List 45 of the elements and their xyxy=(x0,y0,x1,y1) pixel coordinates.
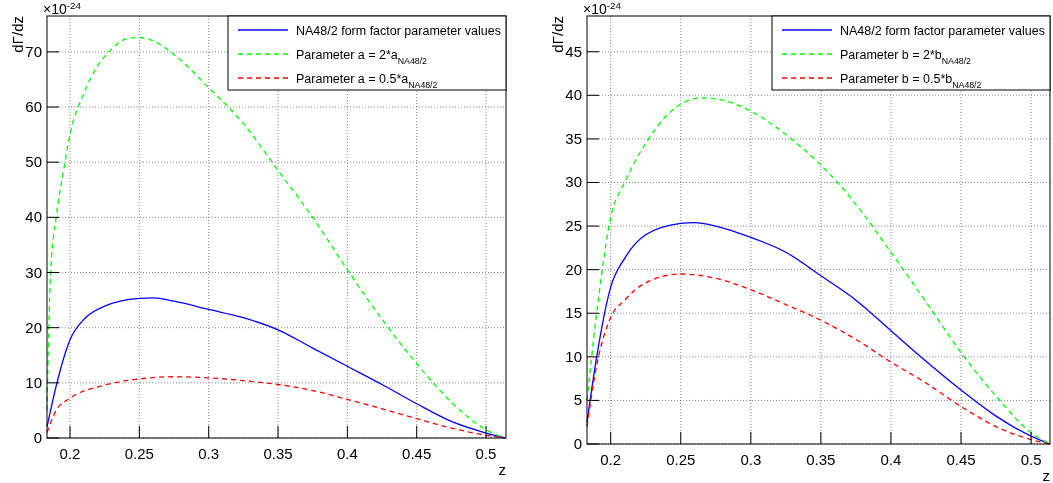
y-tick-label: 15 xyxy=(565,304,582,322)
x-tick-label: 0.35 xyxy=(806,451,836,468)
x-tick-label: 0.4 xyxy=(336,445,358,462)
y-tick-label: 0 xyxy=(33,429,42,446)
x-tick-label: 0.45 xyxy=(402,445,432,462)
x-tick-label: 0.25 xyxy=(666,451,696,468)
legend-label: Parameter a = 0.5*a$_{NA48/2}$ xyxy=(296,72,438,90)
x-axis-title: z xyxy=(498,461,506,478)
x-tick-label: 0.35 xyxy=(263,445,293,462)
y-tick-label: 45 xyxy=(565,42,582,60)
y-axis-title: dΓ/dz xyxy=(549,16,566,53)
y-tick-label: 35 xyxy=(565,129,582,147)
y-tick-label: 20 xyxy=(565,260,582,278)
y-tick-label: 40 xyxy=(25,208,42,226)
annotation: ×10$^{-24}$ xyxy=(583,0,622,17)
legend-label: Parameter b = 2*b$_{NA48/2}$ xyxy=(840,48,972,66)
x-tick-label: 0.2 xyxy=(59,445,81,462)
y-tick-label: 60 xyxy=(25,98,42,116)
y-tick-label: 25 xyxy=(565,217,582,235)
y-tick-label: 40 xyxy=(565,86,582,104)
y-tick-label: 10 xyxy=(565,347,582,365)
x-tick-label: 0.4 xyxy=(880,451,902,468)
y-tick-label: 0 xyxy=(573,435,582,452)
x-tick-label: 0.45 xyxy=(946,451,976,468)
y-axis-title: dΓ/dz xyxy=(9,16,26,53)
line-series xyxy=(586,221,1051,445)
y-tick-label: 50 xyxy=(25,153,42,171)
legend-label: Parameter b = 0.5*b$_{NA48/2}$ xyxy=(840,72,982,90)
y-tick-label: 70 xyxy=(25,42,42,60)
legend-label: NA48/2 form factor parameter values xyxy=(840,24,1045,38)
x-tick-label: 0.5 xyxy=(1020,451,1042,468)
y-tick-label: 30 xyxy=(25,263,42,281)
y-tick-label: 30 xyxy=(565,173,582,191)
legend-label: Parameter a = 2*a$_{NA48/2}$ xyxy=(296,48,428,66)
x-tick-label: 0.25 xyxy=(124,445,154,462)
legend-label: NA48/2 form factor parameter values xyxy=(296,24,501,38)
x-tick-label: 0.3 xyxy=(740,451,762,468)
x-tick-label: 0.2 xyxy=(600,451,622,468)
y-tick-label: 20 xyxy=(25,318,42,336)
y-tick-label: 5 xyxy=(573,391,582,409)
annotation: ×10$^{-24}$ xyxy=(43,0,82,17)
x-tick-label: 0.3 xyxy=(198,445,220,462)
y-tick-label: 10 xyxy=(25,373,42,391)
x-axis-title: z xyxy=(1042,467,1050,483)
x-tick-label: 0.5 xyxy=(475,445,497,462)
